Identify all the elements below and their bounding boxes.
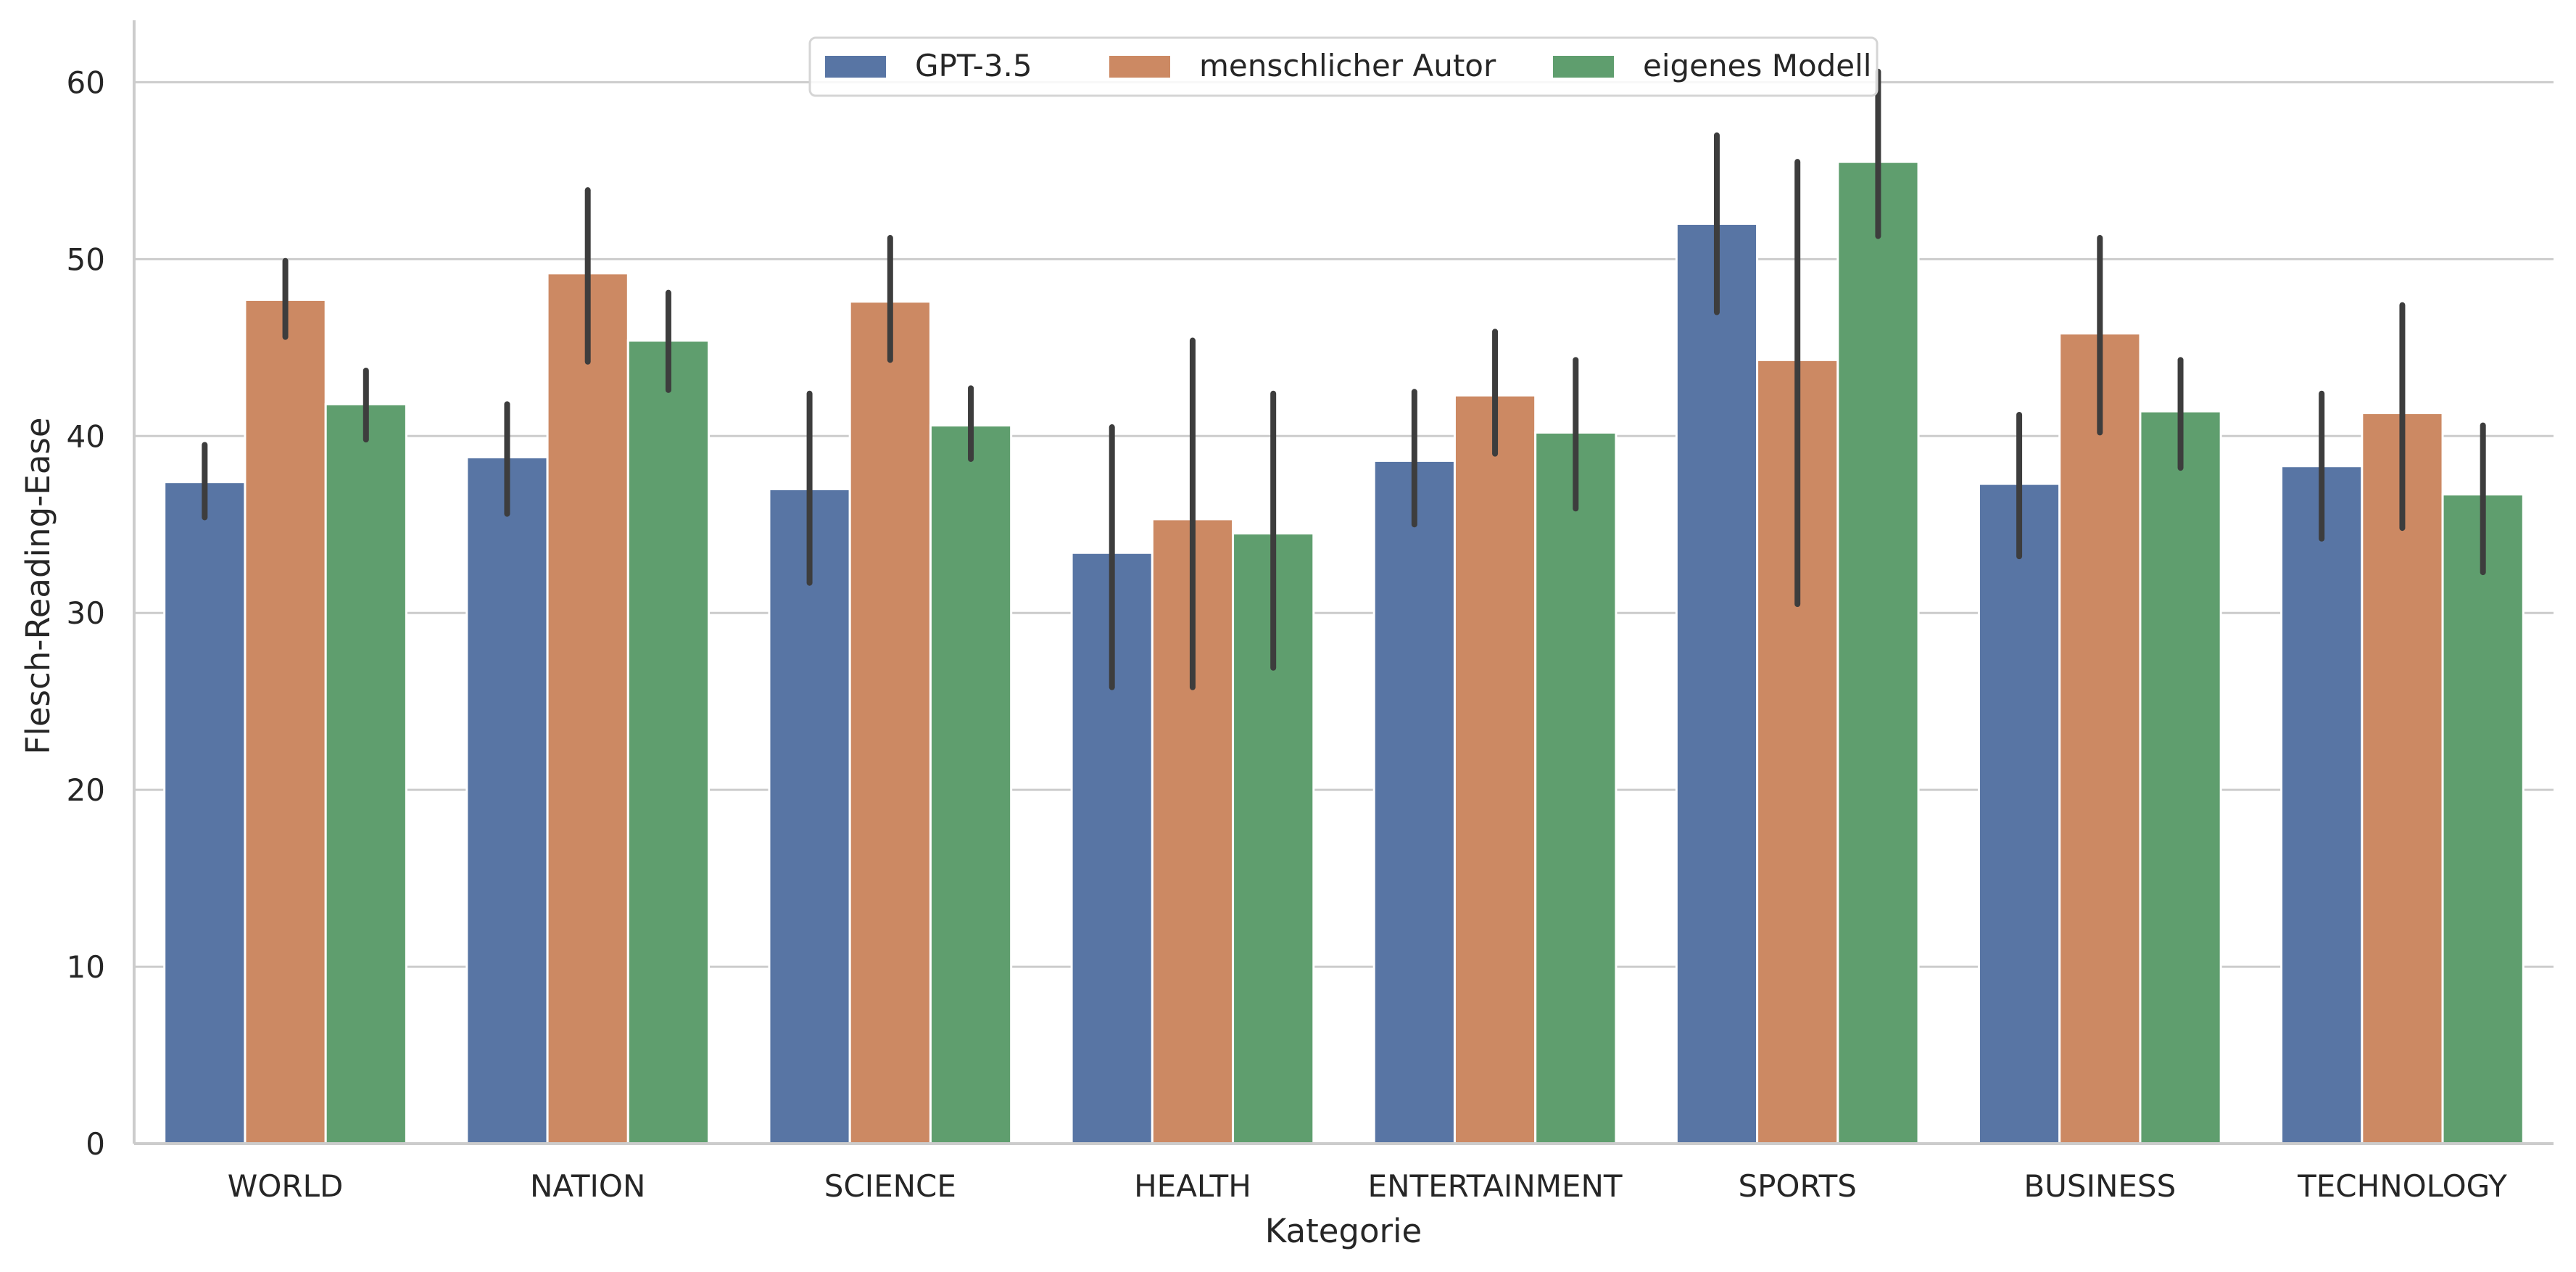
legend-box [808, 36, 1879, 97]
y-tick-label: 0 [86, 1126, 105, 1162]
y-tick-label: 10 [67, 949, 105, 985]
axes [133, 20, 2554, 1145]
bar [626, 339, 711, 1145]
bar [2139, 410, 2222, 1145]
x-tick-label: WORLD [228, 1168, 344, 1204]
bar [1836, 160, 1920, 1145]
y-tick-label: 60 [67, 65, 105, 100]
bar [929, 424, 1013, 1145]
bar [163, 481, 247, 1145]
bar [1675, 223, 1759, 1145]
legend-label: eigenes Modell [1643, 48, 1871, 83]
bar [1453, 394, 1537, 1145]
bars [163, 160, 2525, 1145]
x-tick-label: SPORTS [1738, 1168, 1857, 1204]
bar [768, 487, 851, 1145]
legend-label: menschlicher Autor [1199, 48, 1496, 83]
bar [324, 402, 407, 1145]
legend-swatch [1109, 56, 1170, 78]
x-tick-label: SCIENCE [824, 1168, 956, 1204]
y-tick-label: 30 [67, 595, 105, 631]
bar [2441, 493, 2525, 1145]
error-bars [202, 68, 2486, 690]
bar [2058, 332, 2142, 1145]
x-axis-title: Kategorie [1265, 1212, 1422, 1250]
x-tick-label: HEALTH [1134, 1168, 1251, 1204]
x-tick-label: ENTERTAINMENT [1368, 1168, 1623, 1204]
y-tick-labels: 0 10 20 30 40 50 60 [67, 65, 105, 1162]
y-axis-title: Flesch-Reading-Ease [19, 417, 57, 754]
legend: GPT-3.5 menschlicher Autor eigenes Modell [808, 36, 1879, 97]
x-tick-label: BUSINESS [2024, 1168, 2176, 1204]
bar [1534, 431, 1618, 1145]
x-tick-labels: WORLD NATION SCIENCE HEALTH ENTERTAINMENT SPO… [228, 1168, 2507, 1204]
bar [465, 456, 549, 1145]
bar [546, 272, 629, 1145]
y-tick-label: 40 [67, 418, 105, 454]
y-tick-label: 50 [67, 241, 105, 277]
bar [2280, 465, 2364, 1145]
bar [244, 298, 327, 1145]
x-tick-label: NATION [530, 1168, 645, 1204]
bar [1977, 482, 2061, 1145]
bar [2361, 412, 2444, 1145]
bar [848, 300, 932, 1145]
y-tick-label: 20 [67, 772, 105, 808]
legend-label: GPT-3.5 [915, 48, 1032, 83]
legend-swatch [1553, 56, 1614, 78]
legend-swatch [825, 56, 886, 78]
bar [1372, 459, 1456, 1145]
x-tick-label: TECHNOLOGY [2297, 1168, 2507, 1204]
